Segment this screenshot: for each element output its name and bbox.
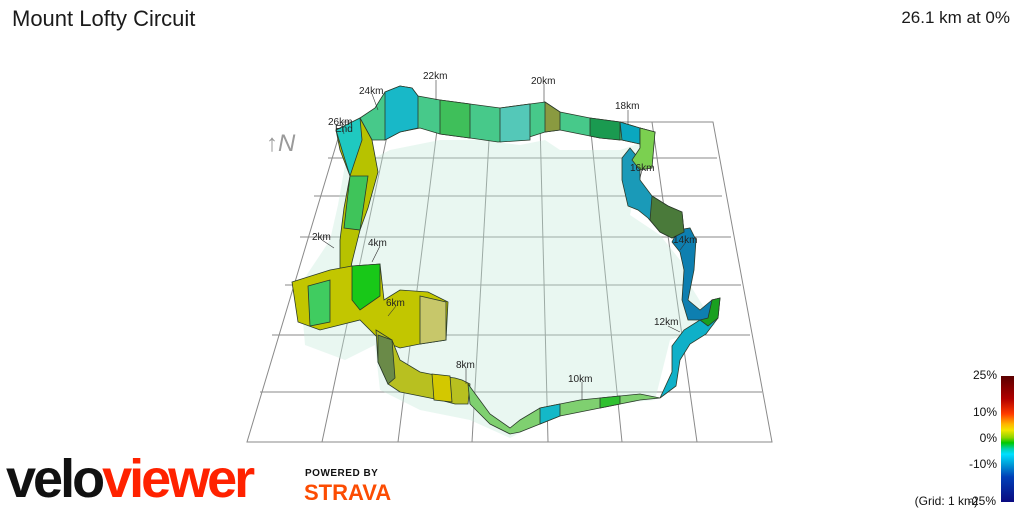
logo-viewer: viewer bbox=[102, 449, 255, 509]
svg-text:↑N: ↑N bbox=[266, 130, 296, 157]
route-ribbon bbox=[291, 85, 721, 435]
north-indicator: ↑N bbox=[266, 130, 296, 157]
km-markers bbox=[321, 80, 687, 400]
km-marker: End bbox=[335, 124, 353, 135]
km-marker: 16km bbox=[630, 163, 654, 174]
logo-velo: velo bbox=[6, 449, 105, 509]
km-marker: 20km bbox=[531, 76, 555, 87]
veloviewer-logo[interactable]: veloviewer bbox=[6, 449, 255, 509]
powered-by-label: POWERED BY bbox=[305, 468, 379, 479]
km-marker: 18km bbox=[615, 101, 639, 112]
km-marker: 10km bbox=[568, 374, 592, 385]
km-marker: 2km bbox=[312, 232, 331, 243]
km-marker: 26km bbox=[328, 117, 352, 128]
km-labels: 2km 4km 6km 8km 10km 12km 14km 16km 18km… bbox=[312, 71, 697, 385]
route-title: Mount Lofty Circuit bbox=[12, 6, 196, 31]
km-marker: 22km bbox=[423, 71, 447, 82]
km-marker: 4km bbox=[368, 238, 387, 249]
km-marker: 24km bbox=[359, 86, 383, 97]
km-marker: 8km bbox=[456, 360, 475, 371]
route-summary: 26.1 km at 0% bbox=[901, 8, 1010, 27]
strava-logo[interactable]: STRAVA bbox=[304, 480, 392, 505]
km-marker: 14km bbox=[673, 235, 697, 246]
km-marker: 6km bbox=[386, 298, 405, 309]
km-marker: 12km bbox=[654, 317, 678, 328]
